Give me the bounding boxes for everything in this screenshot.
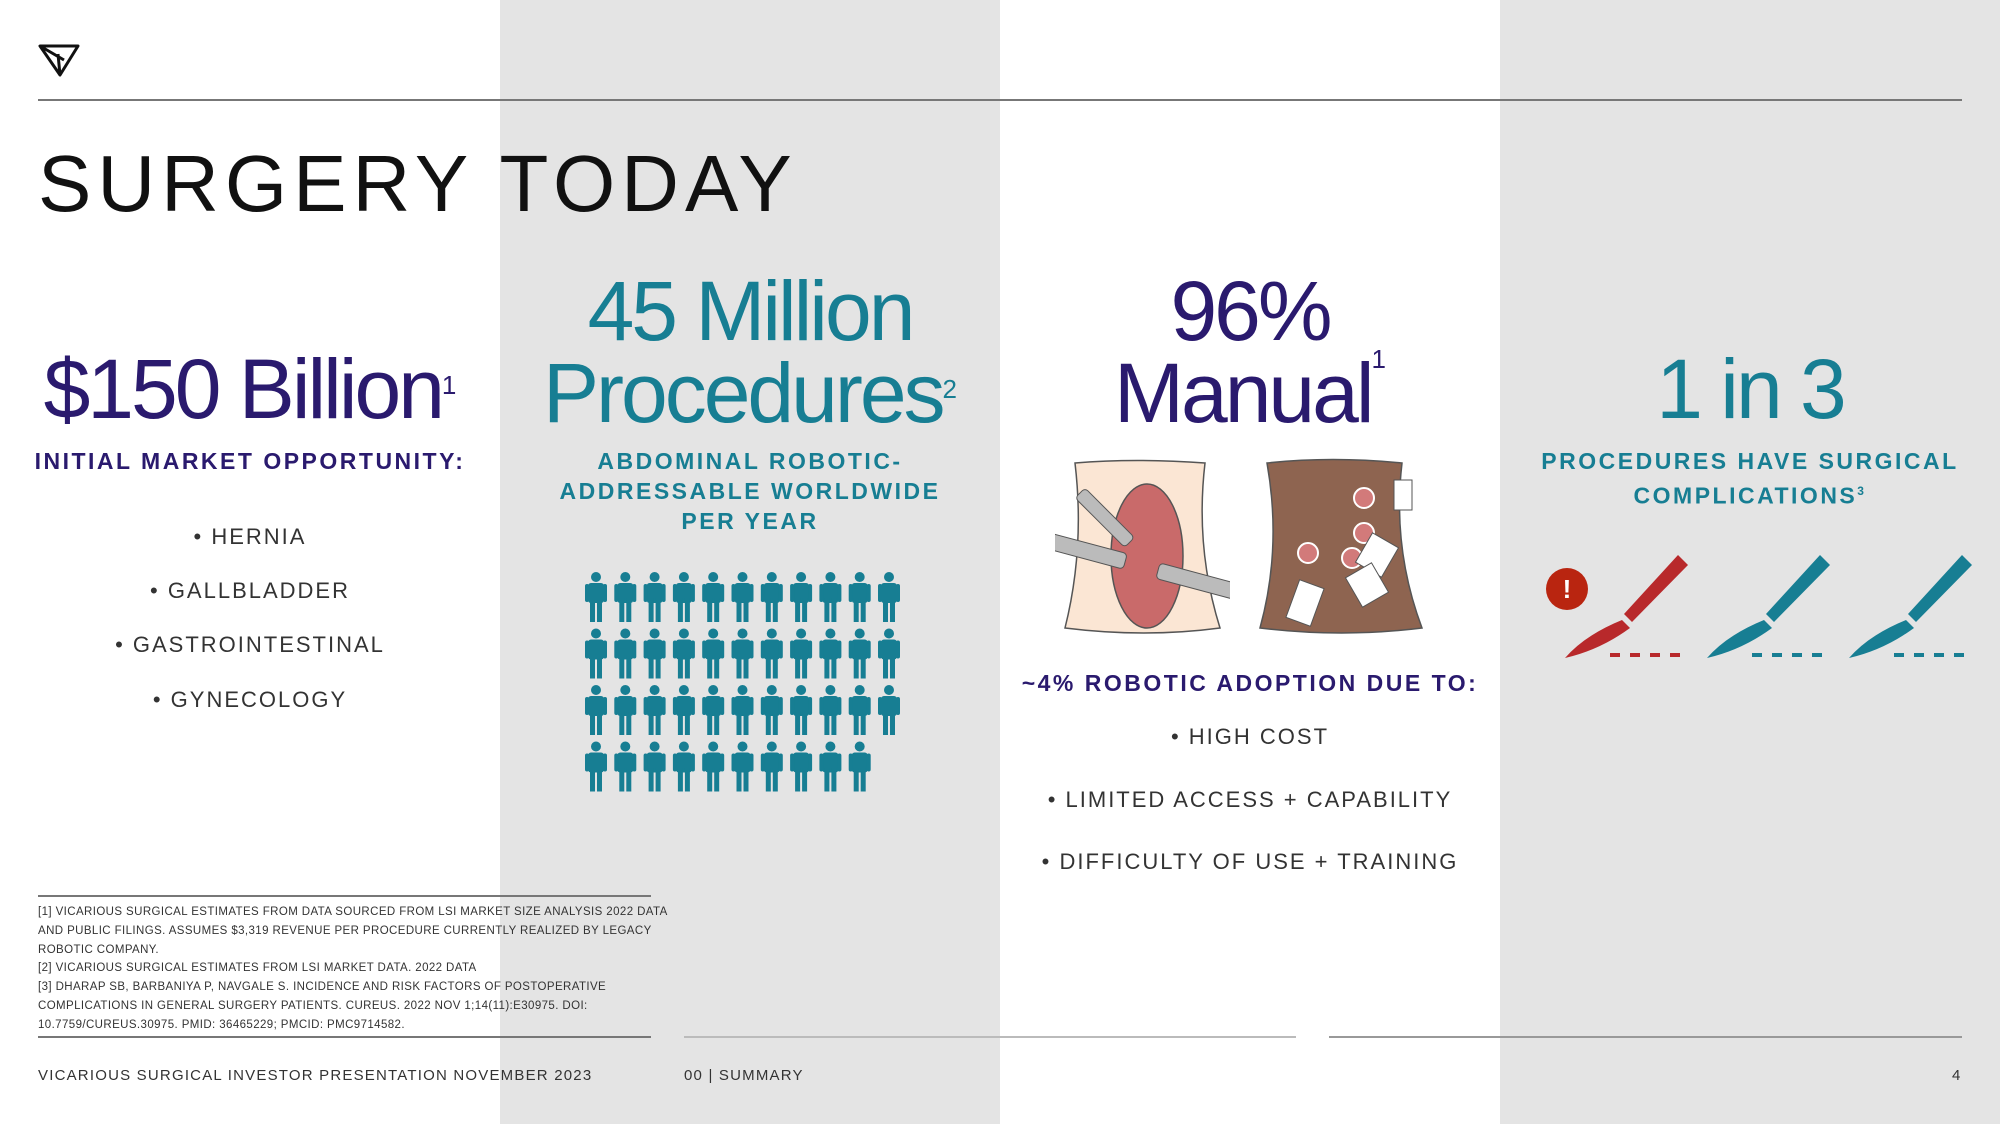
footnote: [2] VICARIOUS SURGICAL ESTIMATES FROM LS… <box>38 962 477 975</box>
procedures-subtitle: ABDOMINAL ROBOTIC- ADDRESSABLE WORLDWIDE… <box>500 446 1000 536</box>
procedures-line2-text: Procedures <box>542 346 946 440</box>
manual-line1: 96% <box>1170 264 1332 358</box>
person-icon <box>585 628 607 679</box>
person-icon <box>614 628 637 679</box>
header-divider <box>38 99 1962 101</box>
person-icon <box>878 685 900 735</box>
subtitle-line: PROCEDURES HAVE SURGICAL <box>1541 448 1959 474</box>
person-icon <box>848 741 871 792</box>
person-icon <box>790 685 813 735</box>
bullet-item: • GASTROINTESTINAL <box>115 632 385 657</box>
market-subtitle: INITIAL MARKET OPPORTUNITY: <box>34 448 466 474</box>
person-icon <box>614 685 637 735</box>
person-icon <box>614 572 637 622</box>
person-icon <box>731 572 754 622</box>
footnote-ref: 3 <box>1857 484 1867 498</box>
manual-value: 96% Manual1 <box>1000 264 1500 435</box>
person-icon <box>760 685 783 735</box>
footnote-ref: 1 <box>441 370 457 400</box>
footnote-ref: 1 <box>1371 344 1386 374</box>
scalpel-row <box>1565 555 1972 658</box>
manual-line2-text: Manual <box>1114 346 1375 440</box>
bullet-item: • LIMITED ACCESS + CAPABILITY <box>1047 787 1453 812</box>
people-grid <box>585 572 900 792</box>
page-title: SURGERY TODAY <box>38 139 798 228</box>
person-icon <box>819 741 842 792</box>
complications-subtitle: PROCEDURES HAVE SURGICAL COMPLICATIONS3 <box>1500 446 2000 511</box>
person-icon <box>760 741 783 792</box>
procedures-line2: Procedures2 <box>500 351 1000 435</box>
market-value: $150 Billion1 <box>0 347 500 431</box>
laparoscopic-surgery-illustration <box>1259 458 1424 634</box>
person-icon <box>643 685 666 735</box>
background-band <box>1500 0 2000 1124</box>
manual-subtitle: ~4% ROBOTIC ADOPTION DUE TO: <box>1021 670 1479 696</box>
person-icon <box>672 741 695 792</box>
footnote: [1] VICARIOUS SURGICAL ESTIMATES FROM DA… <box>38 906 668 956</box>
procedures-value: 45 Million Procedures2 <box>500 264 1000 435</box>
procedures-line1: 45 Million <box>587 264 916 358</box>
person-icon <box>702 741 725 792</box>
footer-divider <box>684 1036 1296 1038</box>
complications-value-text: 1 in 3 <box>1656 342 1847 436</box>
footnotes: [1] VICARIOUS SURGICAL ESTIMATES FROM DA… <box>38 903 678 1035</box>
footer-divider <box>1329 1036 1962 1038</box>
market-value-text: $150 Billion <box>43 342 445 436</box>
person-icon <box>731 685 754 735</box>
person-icon <box>643 572 666 622</box>
footnote-divider <box>38 895 651 897</box>
footnote-divider <box>38 1036 651 1038</box>
person-icon <box>760 628 783 679</box>
person-icon <box>672 685 695 735</box>
person-icon <box>585 572 607 622</box>
subtitle-line: PER YEAR <box>681 508 819 534</box>
person-icon <box>585 741 607 792</box>
subtitle-line: ABDOMINAL ROBOTIC- <box>597 448 903 474</box>
person-icon <box>643 741 666 792</box>
person-icon <box>819 572 842 622</box>
person-icon <box>819 685 842 735</box>
person-icon <box>672 628 695 679</box>
footer-section: 00 | SUMMARY <box>684 1067 804 1084</box>
scalpel-red-icon <box>1565 555 1688 658</box>
person-icon <box>585 685 607 735</box>
person-icon <box>848 685 871 735</box>
complications-value: 1 in 3 <box>1500 342 2000 436</box>
person-icon <box>643 628 666 679</box>
person-icon <box>848 628 871 679</box>
person-icon <box>702 685 725 735</box>
person-icon <box>878 572 900 622</box>
person-icon <box>790 572 813 622</box>
person-icon <box>731 741 754 792</box>
subtitle-line: COMPLICATIONS <box>1633 482 1858 509</box>
scalpel-teal-icon <box>1707 555 1830 658</box>
subtitle-line: ADDRESSABLE WORLDWIDE <box>559 478 941 504</box>
bullet-item: • DIFFICULTY OF USE + TRAINING <box>1041 849 1459 874</box>
person-icon <box>760 572 783 622</box>
background-band <box>500 0 1000 1124</box>
footnote-ref: 2 <box>942 374 958 404</box>
alert-icon: ! <box>1546 568 1588 610</box>
person-icon <box>790 628 813 679</box>
bullet-item: • GYNECOLOGY <box>152 687 348 712</box>
footnote: [3] DHARAP SB, BARBANIYA P, NAVGALE S. I… <box>38 981 607 1031</box>
person-icon <box>878 628 900 679</box>
person-icon <box>731 628 754 679</box>
person-icon <box>702 628 725 679</box>
market-column: $150 Billion1 <box>0 347 500 431</box>
bullet-item: • GALLBLADDER <box>150 578 350 603</box>
person-icon <box>848 572 871 622</box>
person-icon <box>702 572 725 622</box>
bullet-item: • HIGH COST <box>1170 724 1330 749</box>
open-surgery-illustration <box>1055 459 1230 634</box>
person-icon <box>614 741 637 792</box>
vicarious-logo-icon <box>38 44 80 77</box>
person-icon <box>819 628 842 679</box>
scalpel-teal-icon <box>1849 555 1972 658</box>
footer-presentation-title: VICARIOUS SURGICAL INVESTOR PRESENTATION… <box>38 1067 593 1084</box>
bullet-item: • HERNIA <box>193 524 307 549</box>
page-number: 4 <box>1952 1067 1962 1084</box>
person-icon <box>790 741 813 792</box>
person-icon <box>672 572 695 622</box>
